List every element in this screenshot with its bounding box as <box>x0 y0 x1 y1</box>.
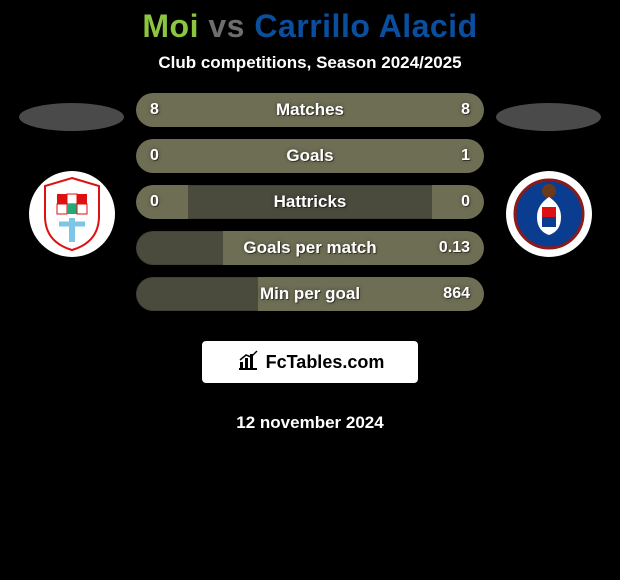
title-vs: vs <box>208 8 245 44</box>
brand-box: FcTables.com <box>202 341 418 383</box>
celta-crest-icon <box>37 176 107 252</box>
page-title: Moi vs Carrillo Alacid <box>10 8 610 45</box>
stat-row-gpm: Goals per match 0.13 <box>136 231 484 265</box>
stat-row-mpg: Min per goal 864 <box>136 277 484 311</box>
stats-column: 8 Matches 8 0 Goals 1 0 Hattricks 0 <box>136 93 484 433</box>
stat-value-b: 0 <box>461 185 470 219</box>
stat-value-b: 1 <box>461 139 470 173</box>
stat-row-hattricks: 0 Hattricks 0 <box>136 185 484 219</box>
stat-label: Matches <box>136 93 484 127</box>
player-a-ellipse <box>19 103 124 131</box>
title-player-a: Moi <box>142 8 199 44</box>
main-row: 8 Matches 8 0 Goals 1 0 Hattricks 0 <box>10 93 610 433</box>
bar-chart-icon <box>236 348 260 377</box>
stat-label: Goals <box>136 139 484 173</box>
club-badge-a <box>29 171 115 257</box>
player-b-column <box>496 93 601 257</box>
stat-value-b: 864 <box>443 277 470 311</box>
stat-label: Hattricks <box>136 185 484 219</box>
stat-label: Min per goal <box>136 277 484 311</box>
player-a-column <box>19 93 124 257</box>
stat-row-goals: 0 Goals 1 <box>136 139 484 173</box>
comparison-infographic: Moi vs Carrillo Alacid Club competitions… <box>0 0 620 441</box>
stat-value-b: 8 <box>461 93 470 127</box>
eibar-crest-icon <box>512 177 586 251</box>
stat-value-b: 0.13 <box>439 231 470 265</box>
stat-label: Goals per match <box>136 231 484 265</box>
club-badge-b <box>506 171 592 257</box>
player-b-ellipse <box>496 103 601 131</box>
stat-row-matches: 8 Matches 8 <box>136 93 484 127</box>
subtitle: Club competitions, Season 2024/2025 <box>10 53 610 73</box>
title-player-b: Carrillo Alacid <box>254 8 477 44</box>
date-text: 12 november 2024 <box>136 413 484 433</box>
brand-text: FcTables.com <box>266 352 385 373</box>
